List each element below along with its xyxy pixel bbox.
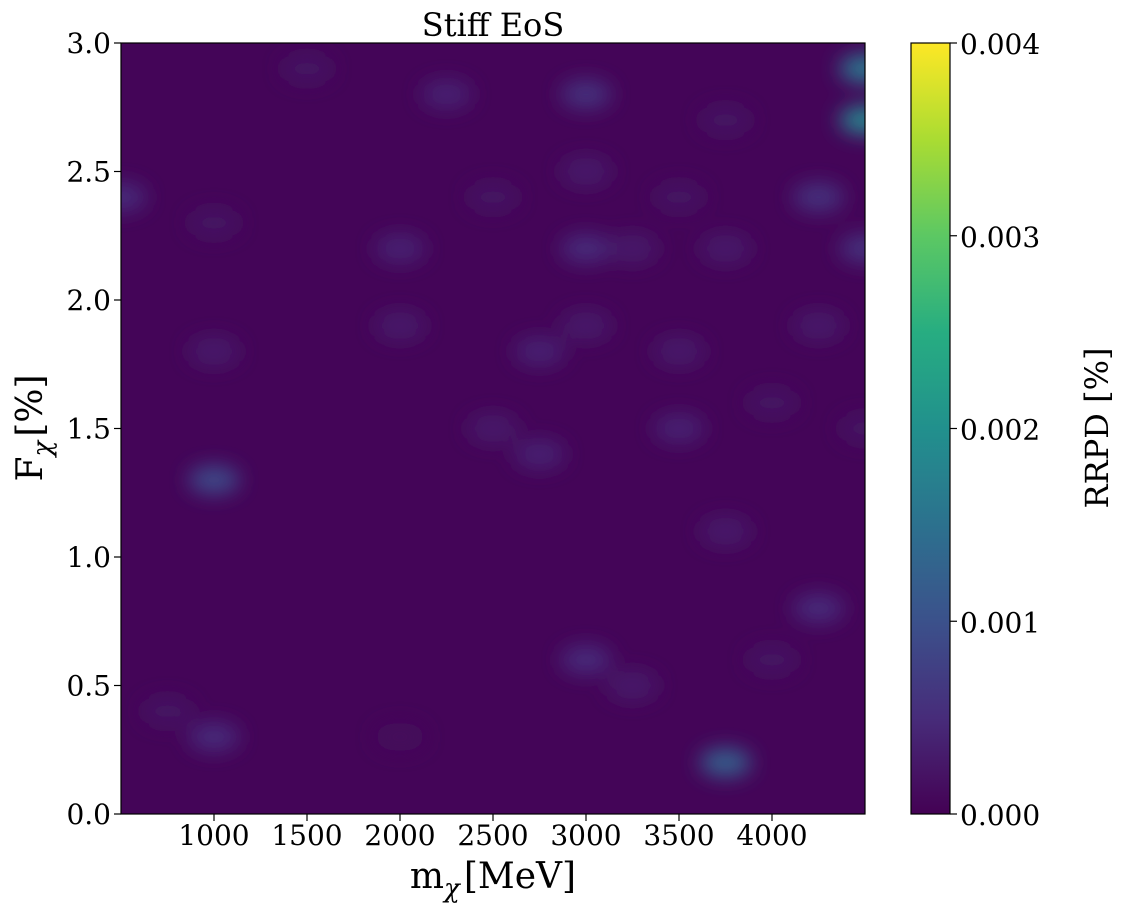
heatmap-cell (513, 337, 566, 366)
heatmap-cell (792, 594, 845, 623)
heatmap-cell (560, 645, 612, 674)
heatmap-cell (121, 183, 147, 212)
colorbar-tick-label: 0.004 (960, 28, 1040, 61)
heatmap-cell (141, 697, 194, 726)
heatmap-cell (560, 157, 612, 186)
heatmap-cell (188, 208, 240, 238)
heatmap-cell (699, 748, 752, 777)
y-tick-label: 0.0 (66, 798, 111, 831)
heatmap-cell (699, 517, 752, 546)
heatmap-cell (188, 337, 240, 366)
heatmap-cell (792, 183, 845, 212)
heatmap-cell (374, 311, 426, 340)
colorbar-tick-label: 0.000 (960, 799, 1040, 832)
x-tick-label: 3000 (550, 819, 621, 852)
heatmap-cell (839, 105, 865, 135)
colorbar-ticks: 0.000 0.001 0.002 0.003 0.004 (950, 28, 1040, 832)
colorbar: 0.000 0.001 0.002 0.003 0.004 RRPD [%] (910, 28, 1116, 832)
colorbar-label: RRPD [%] (1078, 348, 1116, 509)
x-tick-label: 1000 (178, 819, 249, 852)
heatmap-cell (374, 234, 426, 263)
x-axis: 1000 1500 2000 2500 3000 3500 4000 (178, 814, 808, 852)
heatmap-cell (560, 234, 612, 263)
y-axis: 0.0 0.5 1.0 1.5 2.0 2.5 3.0 (66, 27, 121, 831)
y-tick-label: 0.5 (66, 670, 111, 703)
x-tick-label: 2000 (364, 819, 435, 852)
heatmap-cell (188, 465, 240, 495)
heatmap-cell (653, 337, 705, 366)
heatmap-cell (560, 80, 612, 109)
heatmap-cell (560, 311, 612, 340)
heatmap-cell (467, 414, 519, 443)
y-tick-label: 2.0 (66, 284, 111, 317)
heatmap-cell (513, 440, 566, 469)
y-axis-label: Fχ[%] (10, 374, 58, 481)
x-tick-label: 4000 (736, 819, 807, 852)
heatmap-cell (606, 671, 659, 700)
y-tick-label: 1.5 (66, 413, 111, 446)
y-tick-label: 1.0 (66, 541, 111, 574)
heatmap-cell (699, 105, 752, 135)
x-tick-label: 3500 (643, 819, 714, 852)
colorbar-tick-label: 0.002 (960, 414, 1040, 447)
heatmap-cell (839, 414, 865, 443)
heatmap-cell (839, 54, 865, 83)
heatmap-cell (420, 80, 473, 109)
heatmap-cell (839, 234, 865, 263)
chart-title: Stiff EoS (422, 6, 564, 44)
heatmap-cells (121, 54, 865, 777)
y-tick-label: 2.5 (66, 156, 111, 189)
y-tick-label: 3.0 (66, 27, 111, 60)
heatmap-cell (653, 183, 705, 212)
heatmap-cell (699, 234, 752, 263)
heatmap-cell (746, 388, 798, 417)
colorbar-tick-label: 0.003 (960, 221, 1040, 254)
x-tick-label: 2500 (457, 819, 528, 852)
heatmap-cell (188, 722, 240, 752)
colorbar-tick-label: 0.001 (960, 606, 1040, 639)
heatmap-cell (653, 414, 705, 443)
heatmap-cell (746, 645, 798, 674)
colorbar-gradient (910, 42, 951, 815)
x-axis-label: mχ [MeV] (410, 856, 576, 904)
plot-area (120, 42, 866, 815)
heatmap-cell (281, 54, 333, 83)
heatmap-cell (792, 311, 845, 340)
heatmap-cell (374, 722, 426, 752)
x-tick-label: 1500 (271, 819, 342, 852)
heatmap-cell (606, 234, 659, 263)
heatmap-cell (467, 183, 519, 212)
